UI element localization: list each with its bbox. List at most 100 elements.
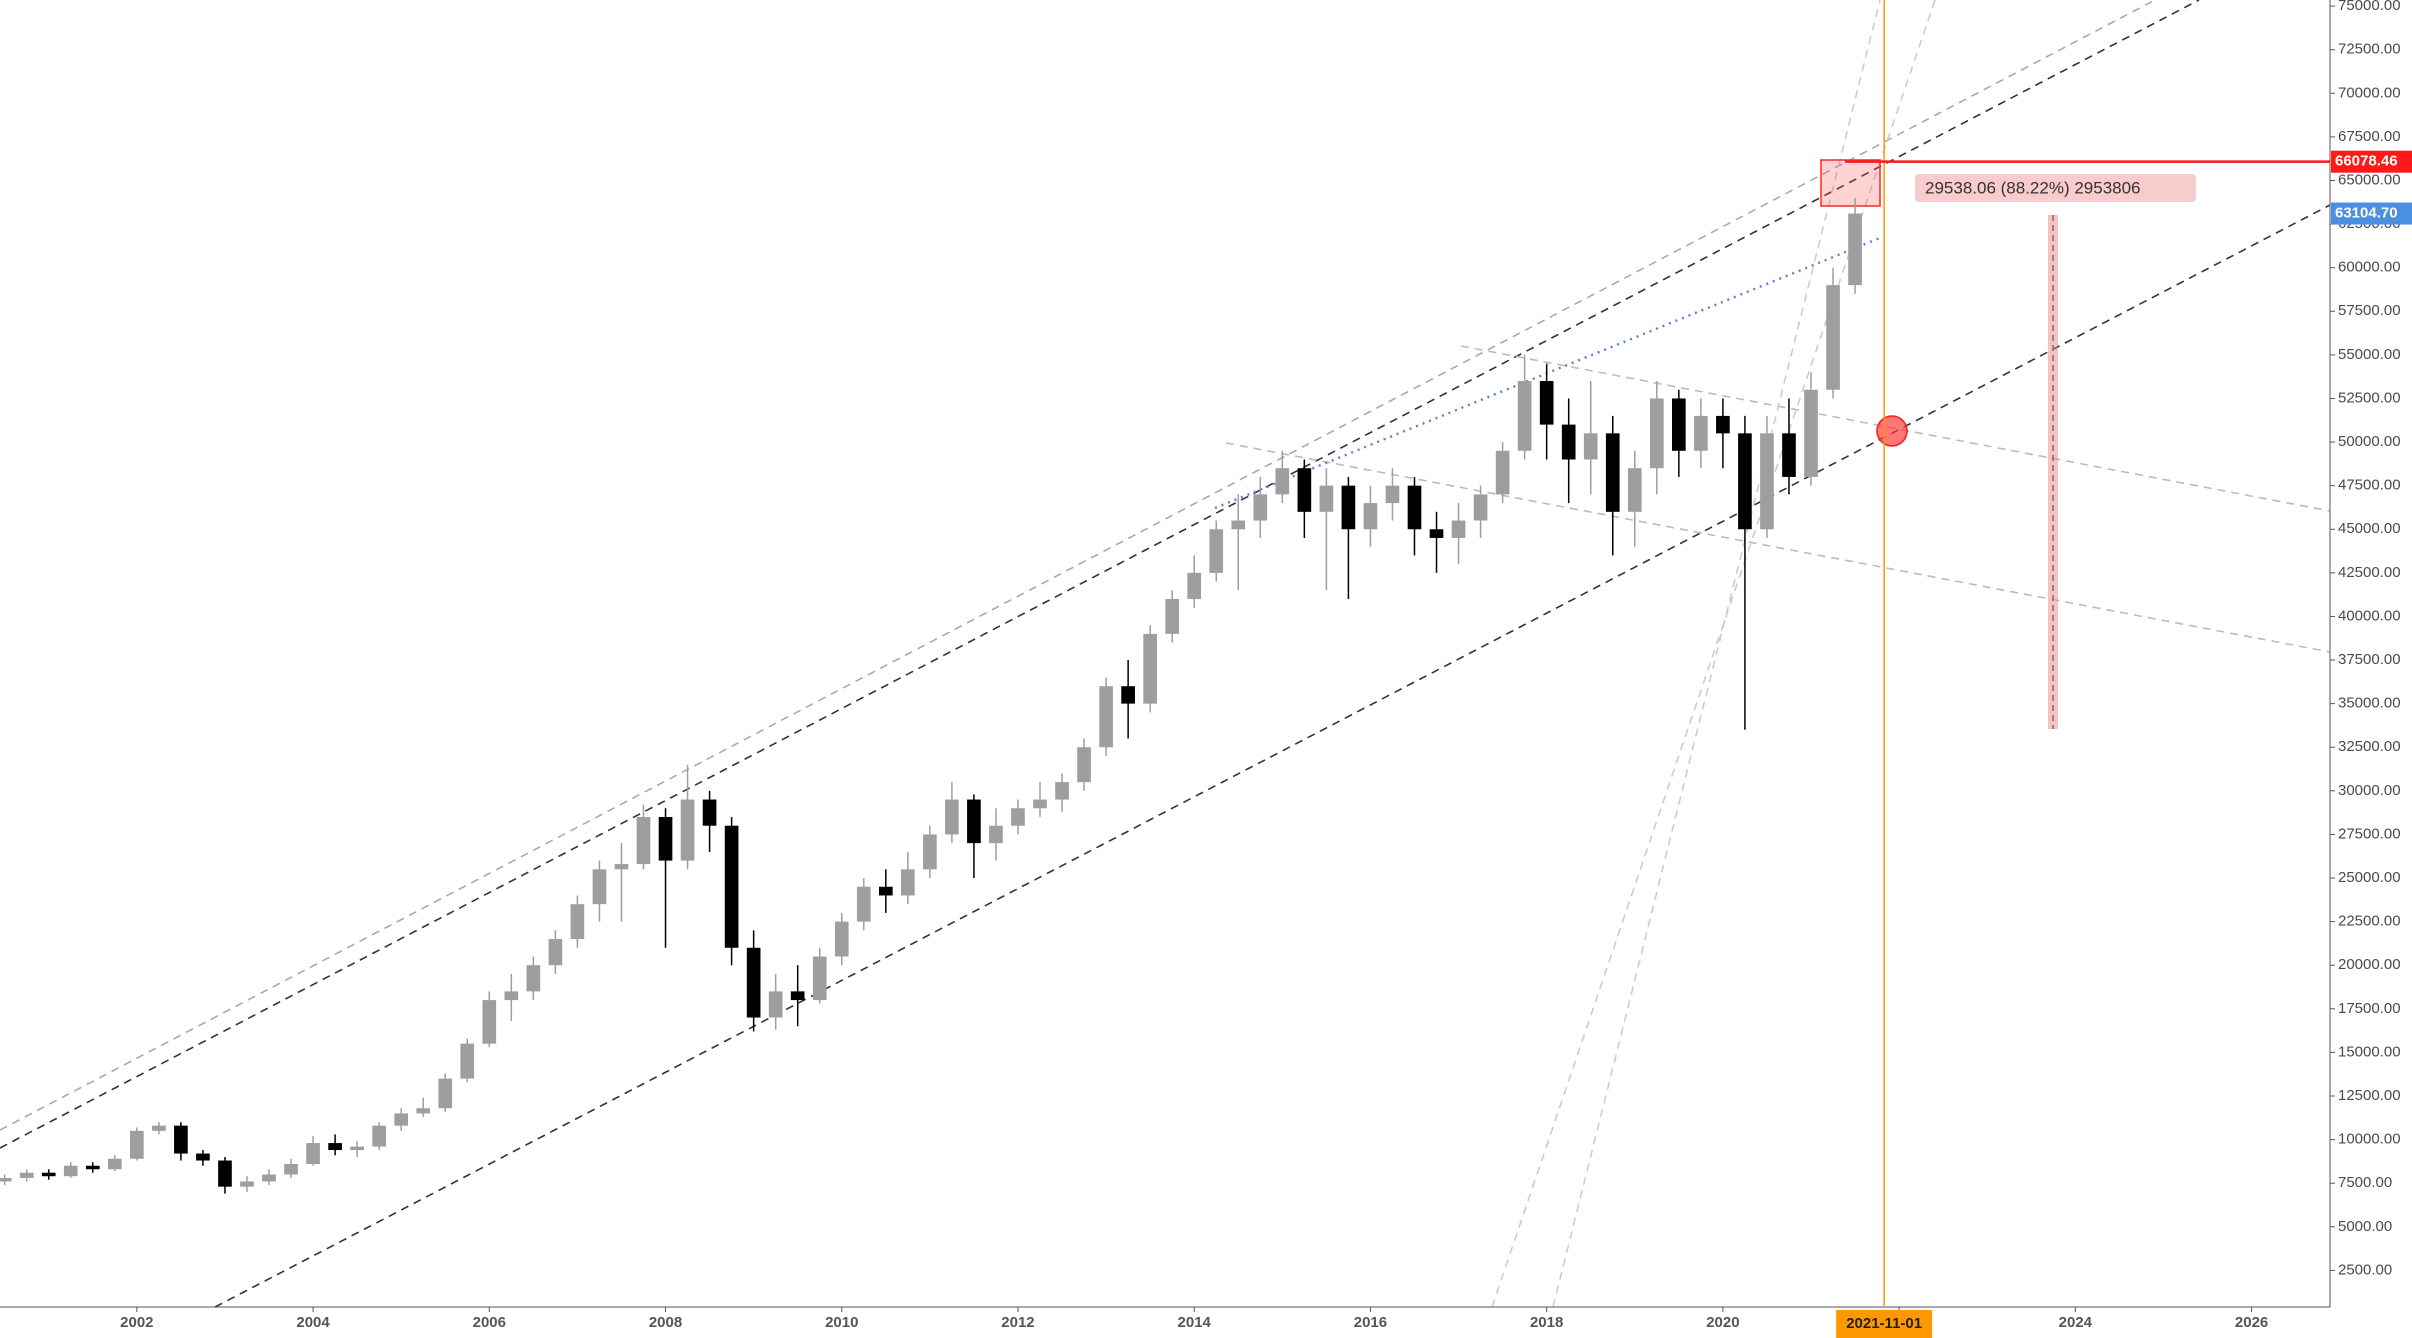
candle-body bbox=[1738, 433, 1752, 530]
candle-body bbox=[0, 1177, 12, 1182]
candle-body bbox=[570, 904, 585, 940]
candle-body bbox=[41, 1172, 56, 1177]
y-tick-label: 10000.00 bbox=[2338, 1131, 2401, 1148]
y-tick-label: 20000.00 bbox=[2338, 956, 2401, 973]
candle-body bbox=[1011, 808, 1025, 826]
x-tick-label: 2016 bbox=[1354, 1314, 1387, 1331]
y-tick-label: 72500.00 bbox=[2338, 41, 2401, 58]
candle-body bbox=[989, 825, 1003, 844]
candle-body bbox=[680, 799, 695, 861]
y-tick-label: 67500.00 bbox=[2338, 128, 2401, 145]
candle-body bbox=[878, 886, 893, 896]
candle-body bbox=[1495, 450, 1510, 495]
candle-body bbox=[196, 1153, 210, 1161]
candle-body bbox=[1804, 389, 1818, 477]
candle-body bbox=[1363, 503, 1378, 530]
candle-body bbox=[19, 1172, 34, 1178]
candle-body bbox=[1429, 529, 1444, 538]
measure-label-bg bbox=[1915, 174, 2196, 202]
candle-body bbox=[945, 799, 959, 835]
y-tick-label: 75000.00 bbox=[2338, 0, 2401, 14]
y-tick-label: 15000.00 bbox=[2338, 1043, 2401, 1060]
candle-body bbox=[240, 1181, 254, 1187]
candle-body bbox=[1165, 599, 1180, 634]
y-tick-label: 60000.00 bbox=[2338, 259, 2401, 276]
y-tick-label: 45000.00 bbox=[2338, 520, 2401, 537]
y-tick-label: 52500.00 bbox=[2338, 389, 2401, 406]
date-label-bg bbox=[1836, 1310, 1933, 1338]
candle-body bbox=[262, 1174, 276, 1182]
candle-body bbox=[1275, 468, 1290, 495]
candle-body bbox=[1121, 686, 1135, 704]
candle-body bbox=[1848, 213, 1862, 286]
y-tick-label: 50000.00 bbox=[2338, 433, 2401, 450]
candle-body bbox=[967, 799, 981, 844]
price-label-bg bbox=[2331, 202, 2412, 225]
candle-body bbox=[1716, 415, 1730, 434]
y-tick-label: 30000.00 bbox=[2338, 782, 2401, 799]
candle-body bbox=[174, 1125, 188, 1154]
candle-body bbox=[482, 1000, 497, 1044]
drawings: 29538.06 (88.22%) 2953806 bbox=[0, 0, 2331, 1308]
candle-body bbox=[1341, 485, 1356, 530]
trendline bbox=[1225, 442, 2331, 653]
y-tick-label: 65000.00 bbox=[2338, 171, 2401, 188]
x-tick-label: 2018 bbox=[1530, 1314, 1563, 1331]
trendline bbox=[1460, 345, 2331, 512]
candle-body bbox=[1077, 747, 1091, 783]
x-tick-label: 2026 bbox=[2235, 1314, 2268, 1331]
y-tick-label: 35000.00 bbox=[2338, 695, 2401, 712]
candle-body bbox=[901, 869, 915, 896]
x-tick-label: 2006 bbox=[473, 1314, 506, 1331]
candle-body bbox=[394, 1113, 409, 1126]
candle-body bbox=[306, 1143, 320, 1165]
candle-body bbox=[768, 991, 783, 1018]
y-tick-label: 40000.00 bbox=[2338, 607, 2401, 624]
candle-body bbox=[1231, 520, 1246, 530]
candle-body bbox=[1099, 686, 1113, 748]
candle-body bbox=[1143, 633, 1157, 704]
measure-label: 29538.06 (88.22%) 2953806 bbox=[1925, 178, 2141, 197]
candle-body bbox=[592, 869, 607, 905]
candle-body bbox=[460, 1043, 475, 1079]
candle-body bbox=[1187, 572, 1202, 600]
y-tick-label: 12500.00 bbox=[2338, 1087, 2401, 1104]
candle-body bbox=[1605, 433, 1620, 512]
candle-body bbox=[1760, 433, 1774, 530]
candle-body bbox=[284, 1164, 298, 1175]
candle-body bbox=[1627, 468, 1642, 512]
candle-body bbox=[107, 1158, 122, 1170]
candle-body bbox=[1407, 485, 1422, 530]
y-tick-label: 7500.00 bbox=[2338, 1174, 2392, 1191]
candle-body bbox=[438, 1078, 453, 1109]
candle-body bbox=[1694, 415, 1708, 451]
candle-body bbox=[548, 939, 563, 966]
y-tick-label: 57500.00 bbox=[2338, 302, 2401, 319]
candle-body bbox=[1319, 485, 1334, 512]
candle-body bbox=[130, 1130, 144, 1159]
y-tick-label: 25000.00 bbox=[2338, 869, 2401, 886]
price-label: 63104.70 bbox=[2335, 205, 2398, 222]
y-tick-label: 55000.00 bbox=[2338, 346, 2401, 363]
x-tick-label: 2004 bbox=[296, 1314, 330, 1331]
y-tick-label: 70000.00 bbox=[2338, 84, 2401, 101]
y-tick-label: 32500.00 bbox=[2338, 738, 2401, 755]
candle-body bbox=[1561, 424, 1576, 460]
x-tick-label: 2012 bbox=[1001, 1314, 1034, 1331]
price-label: 66078.46 bbox=[2335, 153, 2398, 170]
trendline bbox=[0, 0, 2200, 1149]
x-tick-label: 2020 bbox=[1706, 1314, 1739, 1331]
candle-body bbox=[790, 991, 805, 1001]
y-tick-label: 17500.00 bbox=[2338, 1000, 2401, 1017]
trendline bbox=[1552, 0, 1881, 1308]
candle-body bbox=[218, 1160, 232, 1187]
candle-body bbox=[372, 1125, 386, 1147]
candle-body bbox=[1033, 799, 1047, 809]
candle-body bbox=[812, 956, 827, 1001]
x-tick-label: 2002 bbox=[120, 1314, 153, 1331]
candle-body bbox=[1297, 468, 1312, 512]
candle-body bbox=[416, 1108, 431, 1114]
candle-body bbox=[1539, 381, 1554, 425]
candle-body bbox=[1055, 782, 1069, 800]
